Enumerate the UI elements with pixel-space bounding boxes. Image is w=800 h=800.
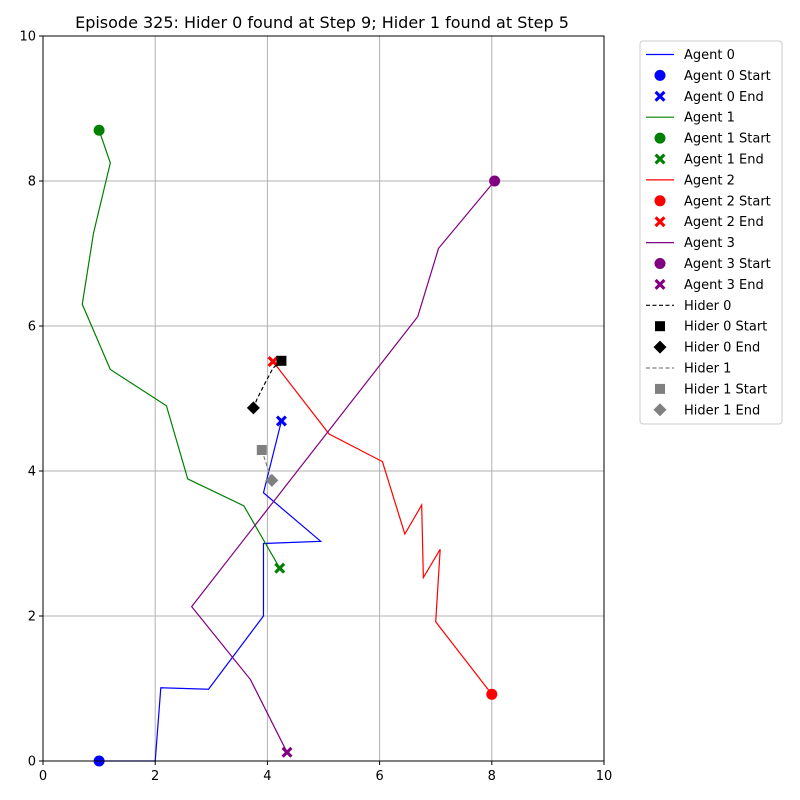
legend-swatch-agent-3-end bbox=[654, 278, 666, 290]
legend: Agent 0 Agent 0 Start Agent 0 End Agent 1 Ag… bbox=[639, 40, 783, 425]
legend-swatch-hider-0-start bbox=[655, 321, 665, 332]
legend-label-hider-0-end: Hider 0 End bbox=[684, 341, 760, 356]
x-tick-label: 2 bbox=[151, 769, 159, 784]
y-tick-label: 2 bbox=[28, 610, 36, 625]
legend-label-agent-0-end: Agent 0 End bbox=[684, 90, 764, 105]
x-tick-label: 10 bbox=[596, 769, 613, 784]
legend-swatch-agent-3-start bbox=[654, 258, 666, 269]
legend-swatch-agent-1-end bbox=[654, 153, 666, 165]
y-tick-label: 0 bbox=[28, 755, 36, 770]
legend-label-agent-0-start: Agent 0 Start bbox=[684, 69, 771, 84]
legend-label-hider-0-start: Hider 0 Start bbox=[684, 320, 767, 335]
y-tick-label: 4 bbox=[28, 465, 36, 480]
hider-1-end-marker bbox=[265, 473, 279, 487]
x-tick-label: 8 bbox=[488, 769, 496, 784]
legend-swatch-agent-0-end bbox=[654, 90, 666, 102]
y-tick-label: 10 bbox=[19, 30, 36, 45]
legend-label-hider-1-line: Hider 1 bbox=[684, 362, 731, 377]
legend-label-agent-2-line: Agent 2 bbox=[684, 173, 735, 188]
legend-label-agent-3-end: Agent 3 End bbox=[684, 278, 764, 293]
grid bbox=[42, 35, 605, 762]
agent-2-start-marker bbox=[486, 688, 498, 700]
agent-3-start-marker bbox=[489, 175, 501, 187]
x-tick-label: 0 bbox=[39, 769, 47, 784]
legend-swatch-hider-0-end bbox=[653, 340, 667, 354]
y-tick-label: 8 bbox=[28, 175, 36, 190]
x-tick-label: 6 bbox=[375, 769, 383, 784]
legend-label-agent-2-start: Agent 2 Start bbox=[684, 194, 771, 209]
legend-label-agent-1-start: Agent 1 Start bbox=[684, 132, 771, 147]
agent-1-end-marker bbox=[274, 562, 286, 574]
legend-swatch-agent-1-start bbox=[654, 132, 666, 144]
legend-label-agent-1-line: Agent 1 bbox=[684, 111, 735, 126]
agent-2-end-marker bbox=[267, 356, 279, 368]
hider-0-trajectory-line bbox=[252, 360, 282, 409]
agent-1-start-marker bbox=[93, 124, 105, 136]
legend-label-hider-0-line: Hider 0 bbox=[684, 299, 731, 314]
agent-0-end-marker bbox=[275, 415, 287, 427]
series-group bbox=[81, 124, 501, 767]
agent-3-end-marker bbox=[281, 746, 293, 758]
legend-swatch-agent-2-end bbox=[654, 216, 666, 228]
agent-0-trajectory-line bbox=[99, 420, 323, 762]
hider-1-start-marker bbox=[256, 444, 267, 455]
legend-label-agent-3-start: Agent 3 Start bbox=[684, 257, 771, 272]
agent-3-trajectory-line bbox=[190, 180, 496, 753]
chart-title: Episode 325: Hider 0 found at Step 9; Hi… bbox=[75, 13, 569, 32]
legend-swatch-hider-1-end bbox=[653, 403, 667, 417]
agent-2-trajectory-line bbox=[272, 361, 493, 695]
legend-label-agent-3-line: Agent 3 bbox=[684, 236, 735, 251]
legend-label-hider-1-end: Hider 1 End bbox=[684, 403, 760, 418]
plot-frame bbox=[42, 35, 605, 762]
hider-0-end-marker bbox=[246, 401, 260, 415]
axes: 0 2 4 6 8 10 0 2 4 6 8 10 bbox=[19, 30, 612, 785]
legend-label-agent-0-line: Agent 0 bbox=[684, 48, 735, 63]
legend-label-agent-2-end: Agent 2 End bbox=[684, 215, 764, 230]
legend-swatch-hider-1-start bbox=[655, 383, 665, 394]
legend-swatch-agent-0-start bbox=[654, 69, 666, 81]
hider-0-start-marker bbox=[276, 355, 287, 366]
agent-1-trajectory-line bbox=[81, 130, 281, 569]
legend-frame bbox=[639, 40, 783, 425]
legend-label-hider-1-start: Hider 1 Start bbox=[684, 382, 767, 397]
legend-swatch-agent-2-start bbox=[654, 195, 666, 207]
legend-label-agent-1-end: Agent 1 End bbox=[684, 153, 764, 168]
x-tick-label: 4 bbox=[263, 769, 271, 784]
y-tick-label: 6 bbox=[28, 320, 36, 335]
